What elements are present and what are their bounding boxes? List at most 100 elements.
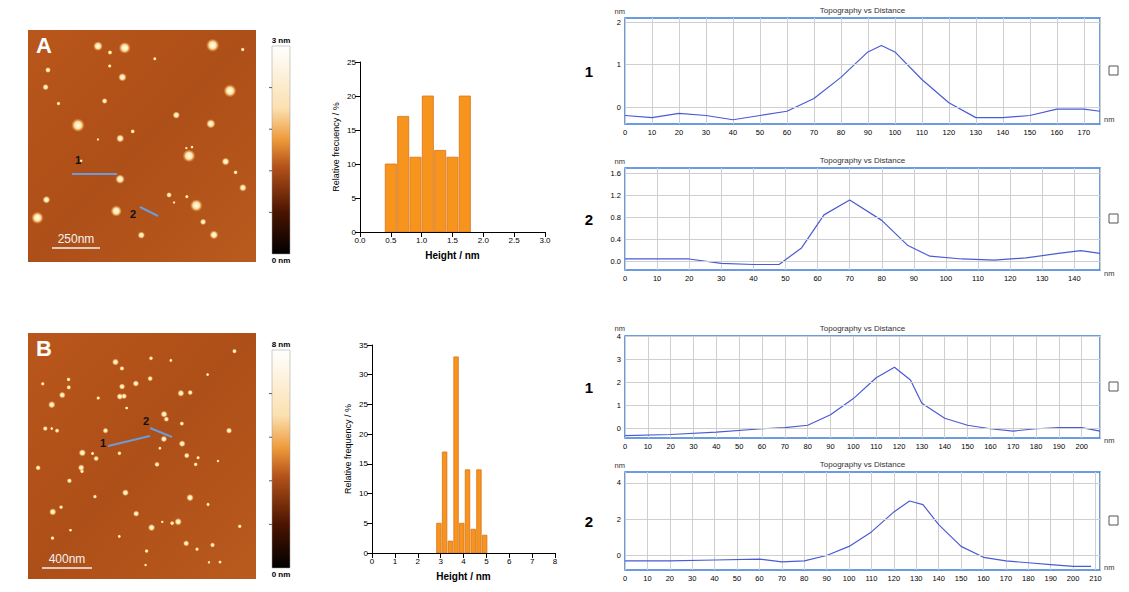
svg-text:120: 120 [893,442,906,451]
svg-text:5: 5 [352,194,357,203]
svg-text:90: 90 [910,274,918,283]
svg-text:60: 60 [758,442,766,451]
svg-text:10: 10 [643,574,651,583]
svg-text:Relative frequency / %: Relative frequency / % [343,404,353,494]
svg-text:nm: nm [615,157,625,166]
svg-text:3.0: 3.0 [539,236,551,245]
svg-text:150: 150 [955,574,968,583]
svg-text:60: 60 [813,274,821,283]
svg-text:130: 130 [970,128,983,137]
svg-text:10: 10 [653,274,661,283]
svg-text:130: 130 [1036,274,1049,283]
svg-text:40: 40 [710,574,718,583]
svg-text:nm: nm [615,461,625,470]
svg-text:120: 120 [888,574,901,583]
svg-text:0: 0 [623,128,627,137]
svg-text:3 nm: 3 nm [272,36,291,45]
svg-text:30: 30 [688,574,696,583]
svg-text:35: 35 [359,341,368,350]
svg-text:90: 90 [826,442,834,451]
svg-text:nm: nm [1104,269,1114,278]
svg-text:1: 1 [100,437,106,449]
svg-text:Topography vs Distance: Topography vs Distance [820,6,906,15]
svg-text:2: 2 [585,513,593,530]
svg-text:150: 150 [1024,128,1037,137]
svg-text:Relative frecuency / %: Relative frecuency / % [331,102,341,192]
svg-text:0: 0 [623,442,627,451]
svg-text:40: 40 [712,442,720,451]
svg-text:1.6: 1.6 [611,169,621,178]
svg-text:5: 5 [364,519,369,528]
svg-text:5: 5 [484,557,489,566]
svg-text:180: 180 [1030,442,1043,451]
svg-text:160: 160 [977,574,990,583]
svg-text:40: 40 [729,128,737,137]
svg-text:140: 140 [932,574,945,583]
svg-text:400nm: 400nm [49,552,86,566]
svg-text:0.0: 0.0 [354,236,366,245]
svg-text:nm: nm [1104,115,1114,124]
svg-text:7: 7 [530,557,535,566]
svg-text:90: 90 [822,574,830,583]
svg-text:15: 15 [359,459,368,468]
svg-text:2: 2 [617,515,621,524]
svg-text:130: 130 [916,442,929,451]
svg-text:60: 60 [755,574,763,583]
svg-text:1: 1 [75,154,81,166]
svg-text:25: 25 [347,58,356,67]
svg-text:2: 2 [617,378,621,387]
svg-text:170: 170 [1007,442,1020,451]
svg-text:10: 10 [644,442,652,451]
svg-text:70: 70 [810,128,818,137]
svg-text:8 nm: 8 nm [272,340,291,349]
svg-text:70: 70 [845,274,853,283]
svg-text:0.4: 0.4 [611,235,621,244]
svg-text:20: 20 [359,430,368,439]
svg-text:0 nm: 0 nm [272,256,291,265]
svg-text:10: 10 [648,128,656,137]
svg-text:80: 80 [837,128,845,137]
svg-text:20: 20 [685,274,693,283]
svg-text:190: 190 [1044,574,1057,583]
svg-text:15: 15 [347,126,356,135]
svg-text:30: 30 [717,274,725,283]
svg-text:2: 2 [416,557,421,566]
svg-text:100: 100 [889,128,902,137]
svg-text:0 nm: 0 nm [272,570,291,579]
svg-text:0: 0 [364,549,369,558]
svg-text:20: 20 [666,574,674,583]
svg-text:50: 50 [733,574,741,583]
svg-text:80: 80 [800,574,808,583]
svg-text:70: 70 [778,574,786,583]
svg-text:210: 210 [1089,574,1102,583]
svg-text:10: 10 [347,160,356,169]
svg-text:Topography vs Distance: Topography vs Distance [820,460,906,469]
svg-text:0: 0 [623,574,627,583]
svg-text:100: 100 [843,574,856,583]
svg-text:0: 0 [623,274,627,283]
svg-text:1: 1 [393,557,398,566]
svg-text:50: 50 [781,274,789,283]
svg-text:3: 3 [617,355,621,364]
svg-text:200: 200 [1067,574,1080,583]
svg-text:170: 170 [1078,128,1091,137]
svg-text:250nm: 250nm [58,232,95,246]
svg-text:110: 110 [865,574,877,583]
svg-text:80: 80 [878,274,886,283]
svg-text:1: 1 [617,401,621,410]
svg-text:50: 50 [756,128,764,137]
svg-text:1.5: 1.5 [447,236,459,245]
svg-text:0: 0 [617,424,621,433]
svg-text:60: 60 [783,128,791,137]
svg-text:2.5: 2.5 [509,236,521,245]
svg-text:80: 80 [804,442,812,451]
svg-text:0.0: 0.0 [611,257,621,266]
svg-text:4: 4 [461,557,466,566]
svg-text:30: 30 [702,128,710,137]
svg-text:nm: nm [1104,436,1114,445]
svg-text:140: 140 [997,128,1010,137]
svg-text:110: 110 [972,274,984,283]
svg-text:140: 140 [938,442,951,451]
svg-text:1.0: 1.0 [416,236,428,245]
svg-text:1: 1 [585,63,593,80]
